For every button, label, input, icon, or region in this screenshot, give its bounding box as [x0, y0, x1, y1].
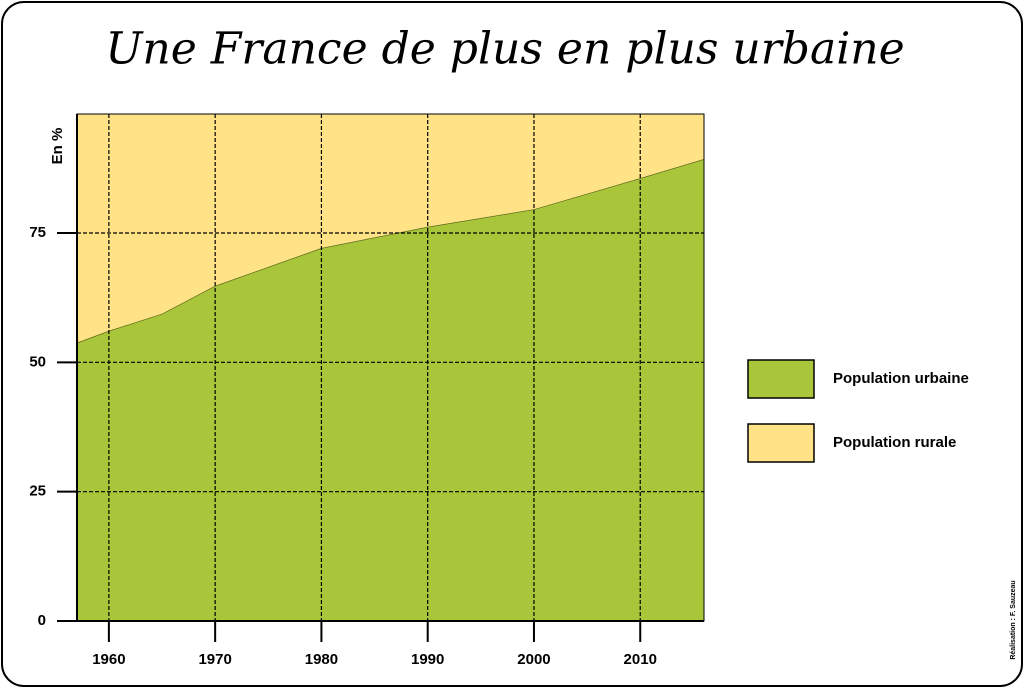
x-tick-label: 1970 — [198, 651, 231, 668]
legend-label: Population rurale — [833, 434, 956, 451]
area — [77, 159, 704, 621]
legend-swatch — [747, 423, 815, 463]
x-tick-label: 2010 — [624, 651, 657, 668]
chart-title: Une France de plus en plus urbaine — [105, 24, 904, 75]
y-tick-label: 75 — [29, 224, 46, 241]
y-axis-label: En % — [49, 128, 66, 165]
legend-label: Population urbaine — [833, 370, 969, 387]
y-tick-label: 50 — [29, 353, 46, 370]
y-tick-label: 25 — [29, 483, 46, 500]
credit: Réalisation : F. Sauzeau — [1010, 580, 1017, 659]
area — [77, 114, 704, 343]
legend-swatch — [747, 359, 815, 399]
y-tick-label: 0 — [38, 612, 46, 629]
x-tick-label: 1960 — [92, 651, 125, 668]
x-tick-label: 1990 — [411, 651, 444, 668]
x-tick-label: 2000 — [517, 651, 550, 668]
plot-area — [77, 114, 704, 621]
x-tick-label: 1980 — [305, 651, 338, 668]
